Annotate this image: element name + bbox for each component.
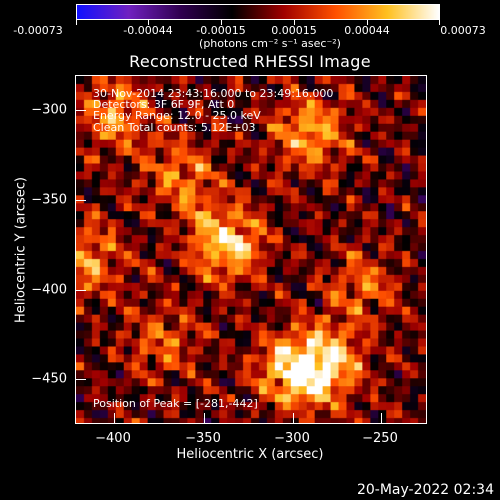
x-tick-label: −400 <box>95 431 131 446</box>
colorbar-tick-label: 0.00073 <box>440 24 486 37</box>
colorbar-units: (photons cm⁻² s⁻¹ asec⁻²) <box>199 37 341 50</box>
x-axis-label: Heliocentric X (arcsec) <box>176 447 324 462</box>
y-tick <box>76 200 86 201</box>
colorbar-tick <box>148 20 149 25</box>
x-tick-label: −300 <box>274 431 310 446</box>
y-tick-label: −400 <box>31 282 67 298</box>
energy-range-text: Energy Range: 12.0 - 25.0 keV <box>93 109 261 122</box>
heatmap-image <box>76 76 426 423</box>
image-title: Reconstructed RHESSI Image <box>129 52 371 71</box>
colorbar-tick <box>294 20 295 25</box>
image-plot-area: 30-Nov-2014 23:43:16.000 to 23:49:16.000… <box>75 75 427 424</box>
colorbar-tick <box>221 20 222 25</box>
y-tick <box>76 110 86 111</box>
y-tick-label: −300 <box>31 102 67 118</box>
timestamp: 20-May-2022 02:34 <box>356 482 494 498</box>
y-axis-label: Heliocentric Y (arcsec) <box>13 177 29 323</box>
x-tick-label: −250 <box>362 431 398 446</box>
y-tick <box>76 379 86 380</box>
y-tick <box>76 290 86 291</box>
time-range-text: 30-Nov-2014 23:43:16.000 to 23:49:16.000 <box>93 87 334 100</box>
x-tick <box>204 413 205 423</box>
x-tick <box>381 413 382 423</box>
colorbar-tick-label: 0.00015 <box>271 24 317 37</box>
y-tick-label: −450 <box>31 371 67 387</box>
x-tick <box>114 413 115 423</box>
x-tick <box>293 413 294 423</box>
colorbar-tick <box>367 20 368 25</box>
detectors-text: Detectors: 3F 6F 9F, Att 0 <box>93 98 235 111</box>
clean-counts-text: Clean Total counts: 5.12E+03 <box>93 121 256 134</box>
colorbar-tick-label: -0.00073 <box>13 24 63 37</box>
colorbar <box>76 4 440 20</box>
colorbar-tick-label: -0.00044 <box>123 24 173 37</box>
y-tick-label: −350 <box>31 192 67 208</box>
colorbar-tick-label: -0.00015 <box>196 24 246 37</box>
colorbar-tick <box>439 20 440 25</box>
peak-position-text: Position of Peak = [-281,-442] <box>93 397 258 410</box>
colorbar-tick-label: 0.00044 <box>344 24 390 37</box>
colorbar-tick <box>76 20 77 25</box>
x-tick-label: −350 <box>185 431 221 446</box>
